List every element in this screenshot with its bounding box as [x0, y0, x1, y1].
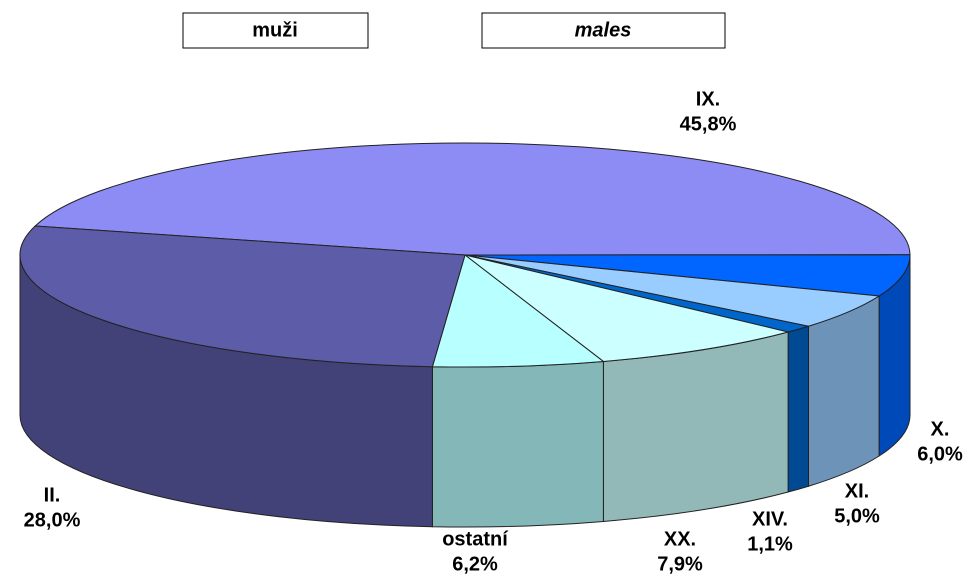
value-label: 1,1%: [747, 533, 793, 555]
slice: [33, 142, 911, 256]
value-label: 5,0%: [834, 505, 880, 527]
slice: [431, 254, 605, 368]
slice-label: XX.: [664, 528, 696, 550]
slice-label: XI.: [845, 480, 869, 502]
slice-label: IX.: [696, 88, 720, 110]
title-box: [182, 12, 369, 49]
slice: [19, 225, 466, 368]
slice-label: X.: [931, 418, 950, 440]
slice-side: [431, 360, 604, 528]
slice-label: ostatní: [442, 528, 509, 550]
value-label: 6,0%: [917, 443, 963, 465]
slice-label: II.: [44, 484, 61, 506]
slice: [464, 254, 911, 297]
subtitle-box: [481, 12, 726, 49]
slice: [464, 254, 789, 362]
slice-side: [787, 325, 809, 493]
chart-title: muži: [252, 19, 298, 41]
chart-subtitle: males: [575, 19, 632, 41]
value-label: 45,8%: [680, 113, 737, 135]
slice-side: [807, 295, 880, 487]
value-label: 28,0%: [24, 509, 81, 531]
value-label: 7,9%: [657, 553, 703, 575]
value-label: 6,2%: [452, 553, 498, 575]
slice-label: XIV.: [752, 508, 788, 530]
slice-side: [602, 331, 789, 522]
